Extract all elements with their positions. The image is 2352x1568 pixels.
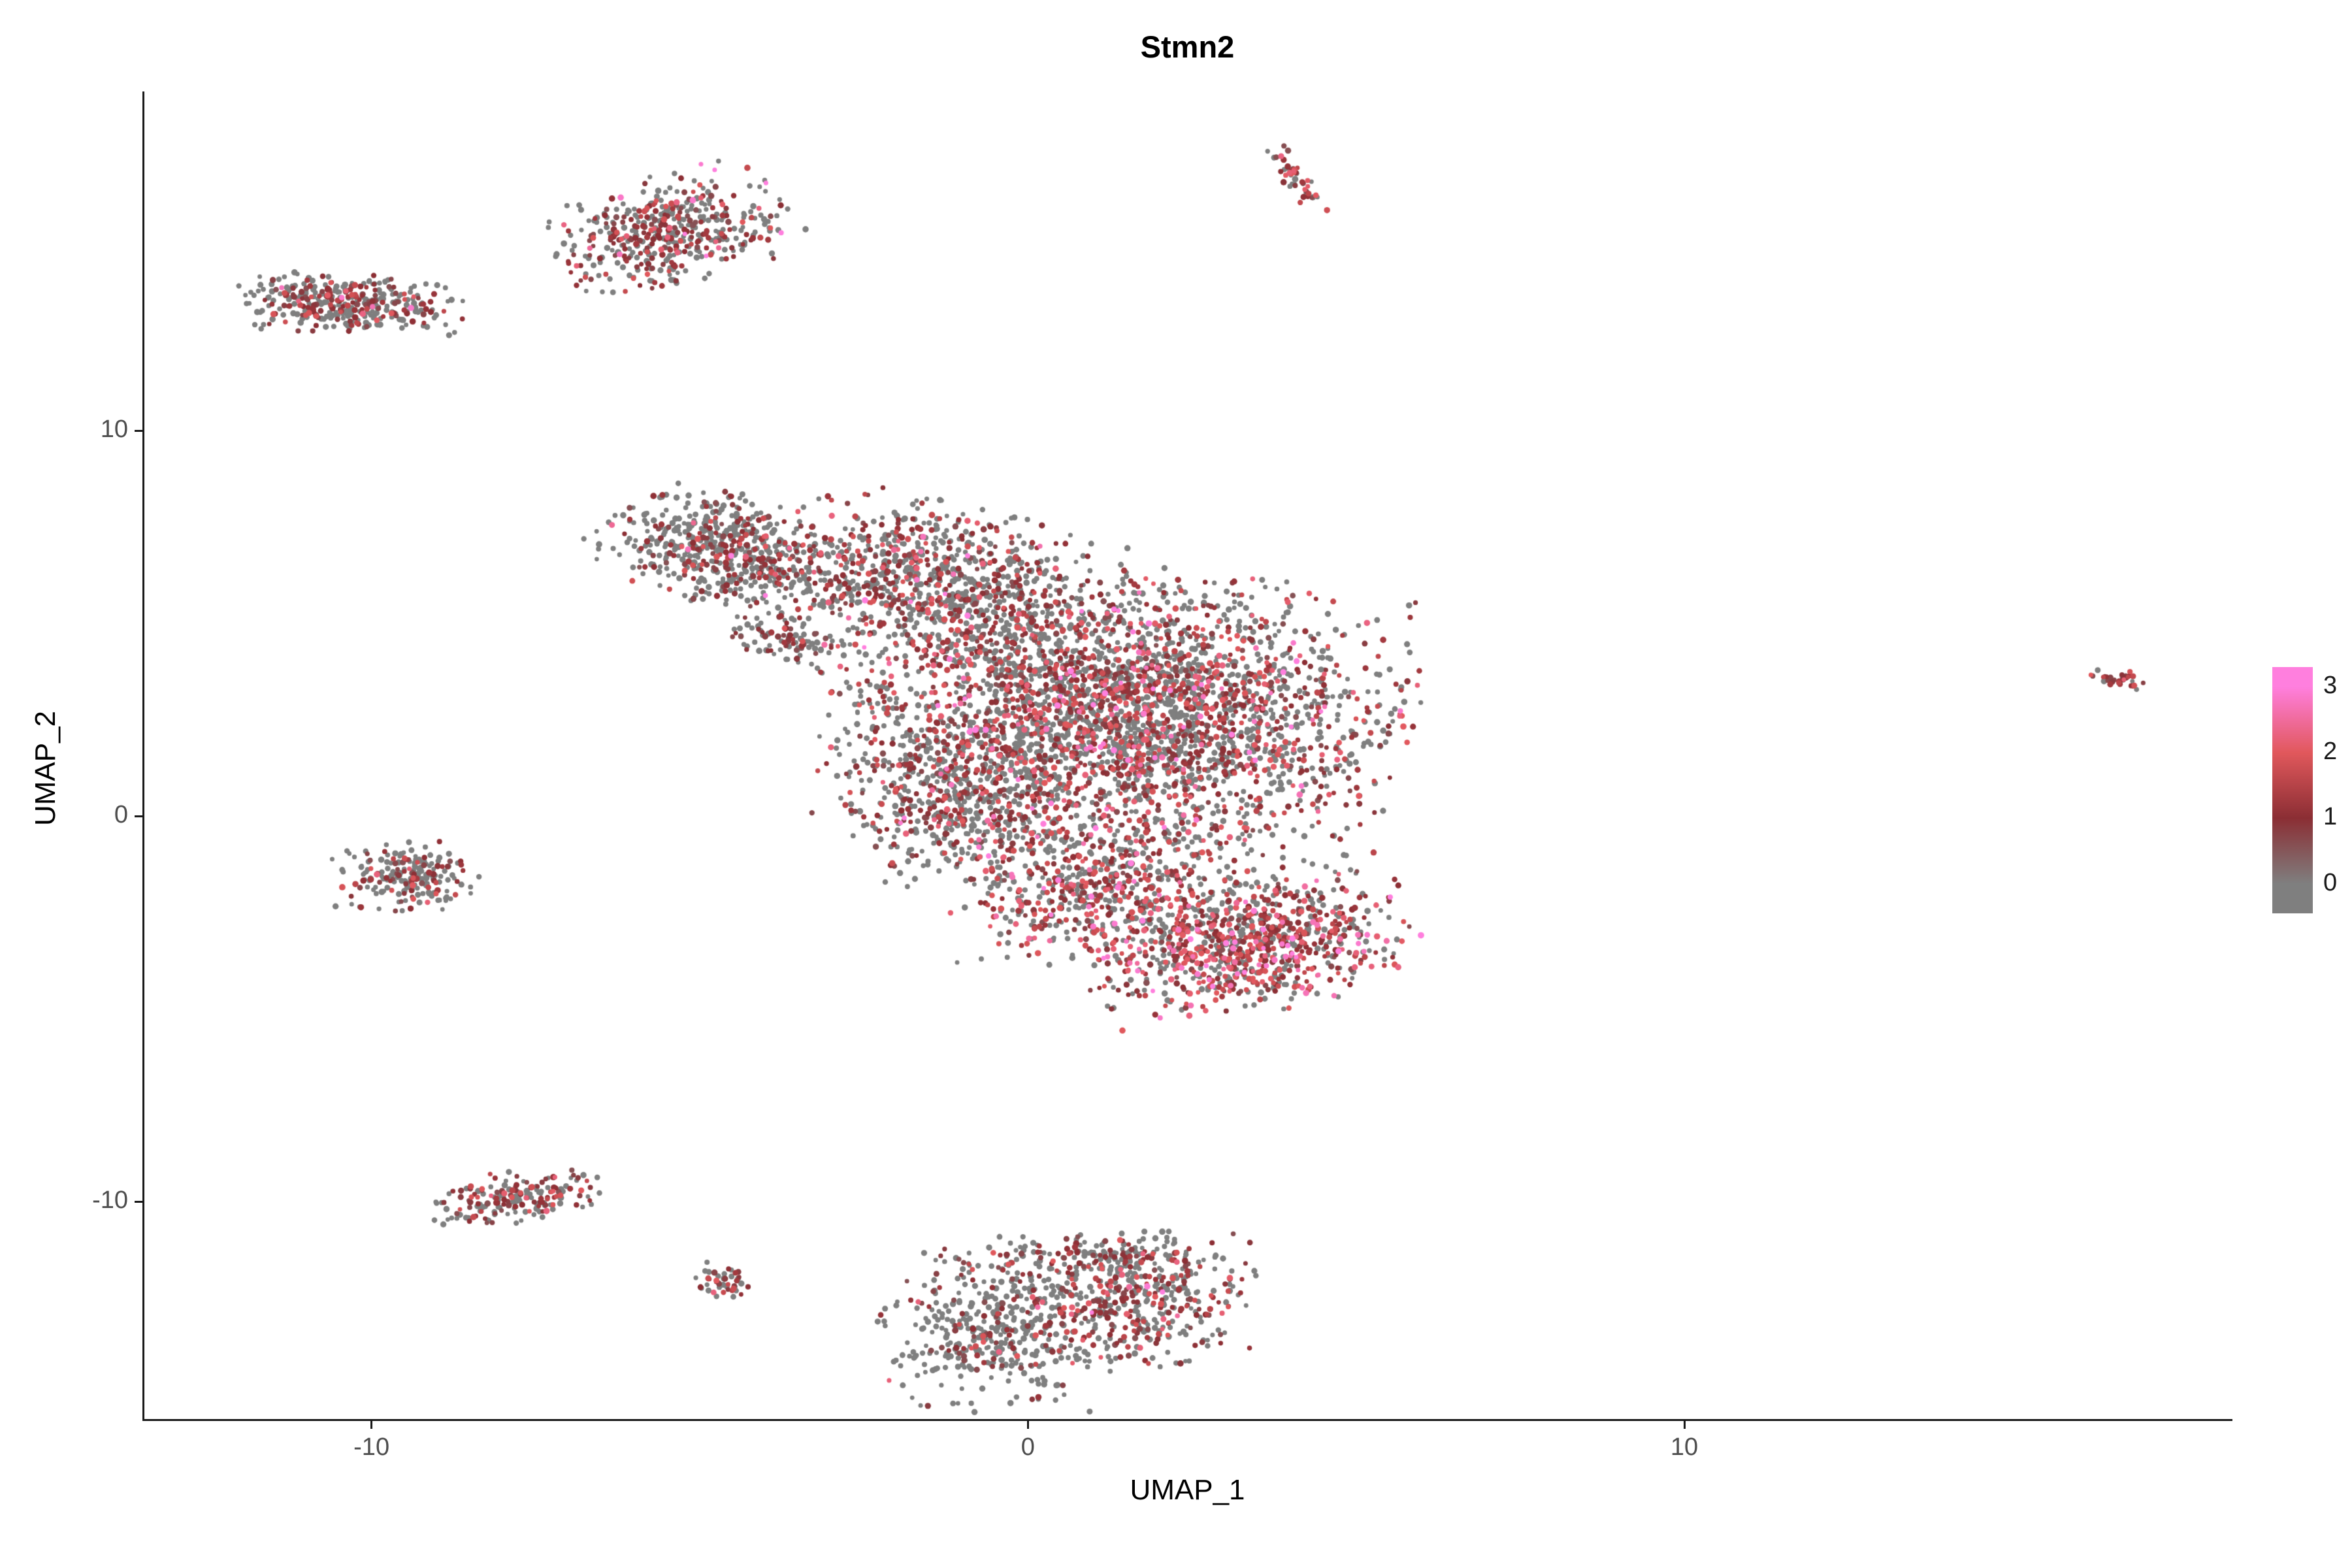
x-tick-label: -10 [353, 1433, 390, 1461]
y-tick-label: 0 [114, 801, 128, 829]
x-axis-label: UMAP_1 [1130, 1474, 1245, 1506]
x-tick-mark [370, 1421, 373, 1429]
y-tick-label: 10 [100, 416, 128, 444]
colorbar-tick-label: 3 [2323, 672, 2338, 700]
x-axis-line [142, 1419, 2232, 1421]
x-tick-mark [1026, 1421, 1029, 1429]
x-tick-label: 10 [1670, 1433, 1699, 1461]
y-tick-mark [135, 429, 142, 432]
colorbar-tick-label: 1 [2323, 803, 2338, 831]
colorbar-tick-label: 0 [2323, 868, 2338, 896]
colorbar-gradient [2272, 667, 2313, 913]
y-tick-mark [135, 1200, 142, 1203]
y-axis-line [142, 91, 144, 1421]
scatter-canvas [144, 91, 2230, 1419]
x-tick-label: 0 [1021, 1433, 1035, 1461]
plot-title: Stmn2 [1140, 29, 1235, 64]
colorbar-tick-label: 2 [2323, 737, 2338, 765]
x-tick-mark [1683, 1421, 1686, 1429]
y-tick-mark [135, 815, 142, 817]
y-tick-label: -10 [92, 1186, 128, 1215]
y-axis-label: UMAP_2 [29, 710, 61, 826]
